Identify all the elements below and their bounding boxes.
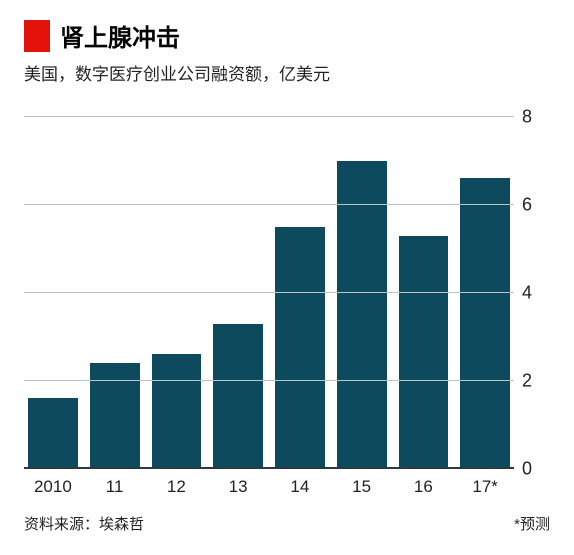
chart-plot-area: 02468 <box>24 117 514 469</box>
grid-line <box>24 380 514 381</box>
grid-line <box>24 204 514 205</box>
bar <box>28 398 78 468</box>
bar <box>337 161 387 469</box>
bar <box>152 354 202 468</box>
y-tick-label: 2 <box>522 370 552 391</box>
y-tick-label: 8 <box>522 106 552 127</box>
x-tick-label: 16 <box>399 477 449 497</box>
grid-line <box>24 116 514 117</box>
chart-header: 肾上腺冲击 美国，数字医疗创业公司融资额，亿美元 <box>0 0 574 95</box>
grid-line <box>24 292 514 293</box>
x-tick-label: 17* <box>460 477 510 497</box>
forecast-note: *预测 <box>514 513 550 534</box>
y-tick-label: 6 <box>522 194 552 215</box>
chart-subtitle: 美国，数字医疗创业公司融资额，亿美元 <box>24 63 550 87</box>
x-tick-label: 13 <box>213 477 263 497</box>
chart-footer: 资料来源：埃森哲 *预测 <box>24 513 550 534</box>
x-tick-label: 14 <box>275 477 325 497</box>
y-tick-label: 4 <box>522 282 552 303</box>
bar <box>460 178 510 468</box>
bar <box>399 236 449 469</box>
bar <box>213 324 263 469</box>
accent-block <box>24 20 50 52</box>
y-tick-label: 0 <box>522 458 552 479</box>
x-tick-label: 2010 <box>28 477 78 497</box>
x-tick-label: 15 <box>337 477 387 497</box>
x-axis-labels: 2010 11 12 13 14 15 16 17* <box>24 477 514 497</box>
x-tick-label: 11 <box>90 477 140 497</box>
chart-title: 肾上腺冲击 <box>60 18 180 53</box>
source-label: 资料来源：埃森哲 <box>24 513 144 534</box>
title-row: 肾上腺冲击 <box>24 18 550 53</box>
bar <box>275 227 325 469</box>
x-axis-baseline <box>24 467 514 469</box>
bar-group <box>24 117 514 469</box>
x-tick-label: 12 <box>152 477 202 497</box>
